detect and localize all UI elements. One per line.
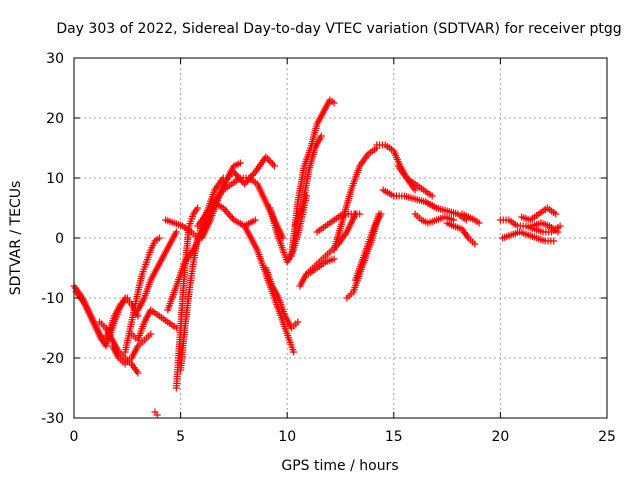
track-11-point	[236, 159, 244, 167]
track-14-point	[234, 173, 242, 181]
track-14-point	[233, 171, 241, 179]
track-3-point	[134, 369, 142, 377]
track-14-point	[242, 178, 250, 186]
track-14-point	[247, 173, 255, 181]
track-15-point	[221, 206, 229, 214]
track-15-point	[227, 213, 235, 221]
track-32-point	[471, 240, 479, 248]
track-16-point	[290, 348, 298, 356]
track-30-point	[449, 216, 457, 224]
y-tick-label: -10	[41, 291, 64, 307]
track-15-point	[219, 204, 227, 212]
x-tick-label: 25	[598, 429, 616, 445]
y-tick-label: 0	[55, 231, 64, 247]
track-14-point	[245, 175, 253, 183]
track-29-point	[428, 192, 436, 200]
track-27-point	[411, 186, 419, 194]
track-14-point	[270, 162, 278, 170]
track-14-point	[231, 170, 239, 178]
x-tick-label: 0	[70, 429, 79, 445]
chart-title: Day 303 of 2022, Sidereal Day-to-day VTE…	[56, 21, 621, 37]
track-26-point	[377, 210, 385, 218]
track-15-point	[225, 211, 233, 219]
track-20-point	[317, 132, 325, 140]
y-tick-label: 10	[46, 171, 64, 187]
track-14-point	[250, 170, 258, 178]
x-tick-label: 10	[278, 429, 296, 445]
y-axis-label: SDTVAR / TECUs	[8, 181, 24, 296]
track-14-point	[269, 160, 277, 168]
x-tick-label: 15	[385, 429, 403, 445]
track-14-point	[241, 180, 249, 188]
track-15-point	[222, 207, 230, 215]
y-tick-label: -30	[41, 411, 64, 427]
track-14-point	[238, 177, 246, 185]
y-tick-label: 30	[46, 51, 64, 67]
y-tick-label: -20	[41, 351, 64, 367]
track-19-point	[330, 99, 338, 107]
track-1-point	[134, 312, 142, 320]
track-34-point	[556, 222, 564, 230]
track-14-point	[265, 157, 273, 165]
track-14-point	[236, 175, 244, 183]
x-tick-label: 5	[176, 429, 185, 445]
track-22-point	[330, 255, 338, 263]
data-points	[70, 96, 564, 419]
x-axis-label: GPS time / hours	[281, 458, 398, 474]
track-15-point	[224, 209, 232, 217]
track-37-point	[554, 228, 562, 236]
track-14-point	[244, 177, 252, 185]
track-14-point	[230, 168, 238, 176]
track-4-point	[147, 330, 155, 338]
track-36-point	[552, 210, 560, 218]
track-6-point	[172, 228, 180, 236]
track-33-point	[475, 219, 483, 227]
y-tick-label: 20	[46, 111, 64, 127]
track-14-point	[248, 171, 256, 179]
track-8-point	[153, 411, 161, 419]
track-5-point	[155, 234, 163, 242]
track-13-point	[279, 234, 287, 242]
track-35-point	[550, 237, 558, 245]
track-2-point	[123, 294, 131, 302]
track-9-point	[194, 204, 202, 212]
track-14-point	[267, 158, 275, 166]
axis-ticks: 0 5 10 15 20 25 -30 -20 -10 0 10 20 30	[41, 51, 616, 445]
track-17-point	[294, 318, 302, 326]
track-23-point	[356, 210, 364, 218]
track-15-point	[228, 214, 236, 222]
x-tick-label: 20	[491, 429, 509, 445]
track-15-point	[251, 216, 259, 224]
